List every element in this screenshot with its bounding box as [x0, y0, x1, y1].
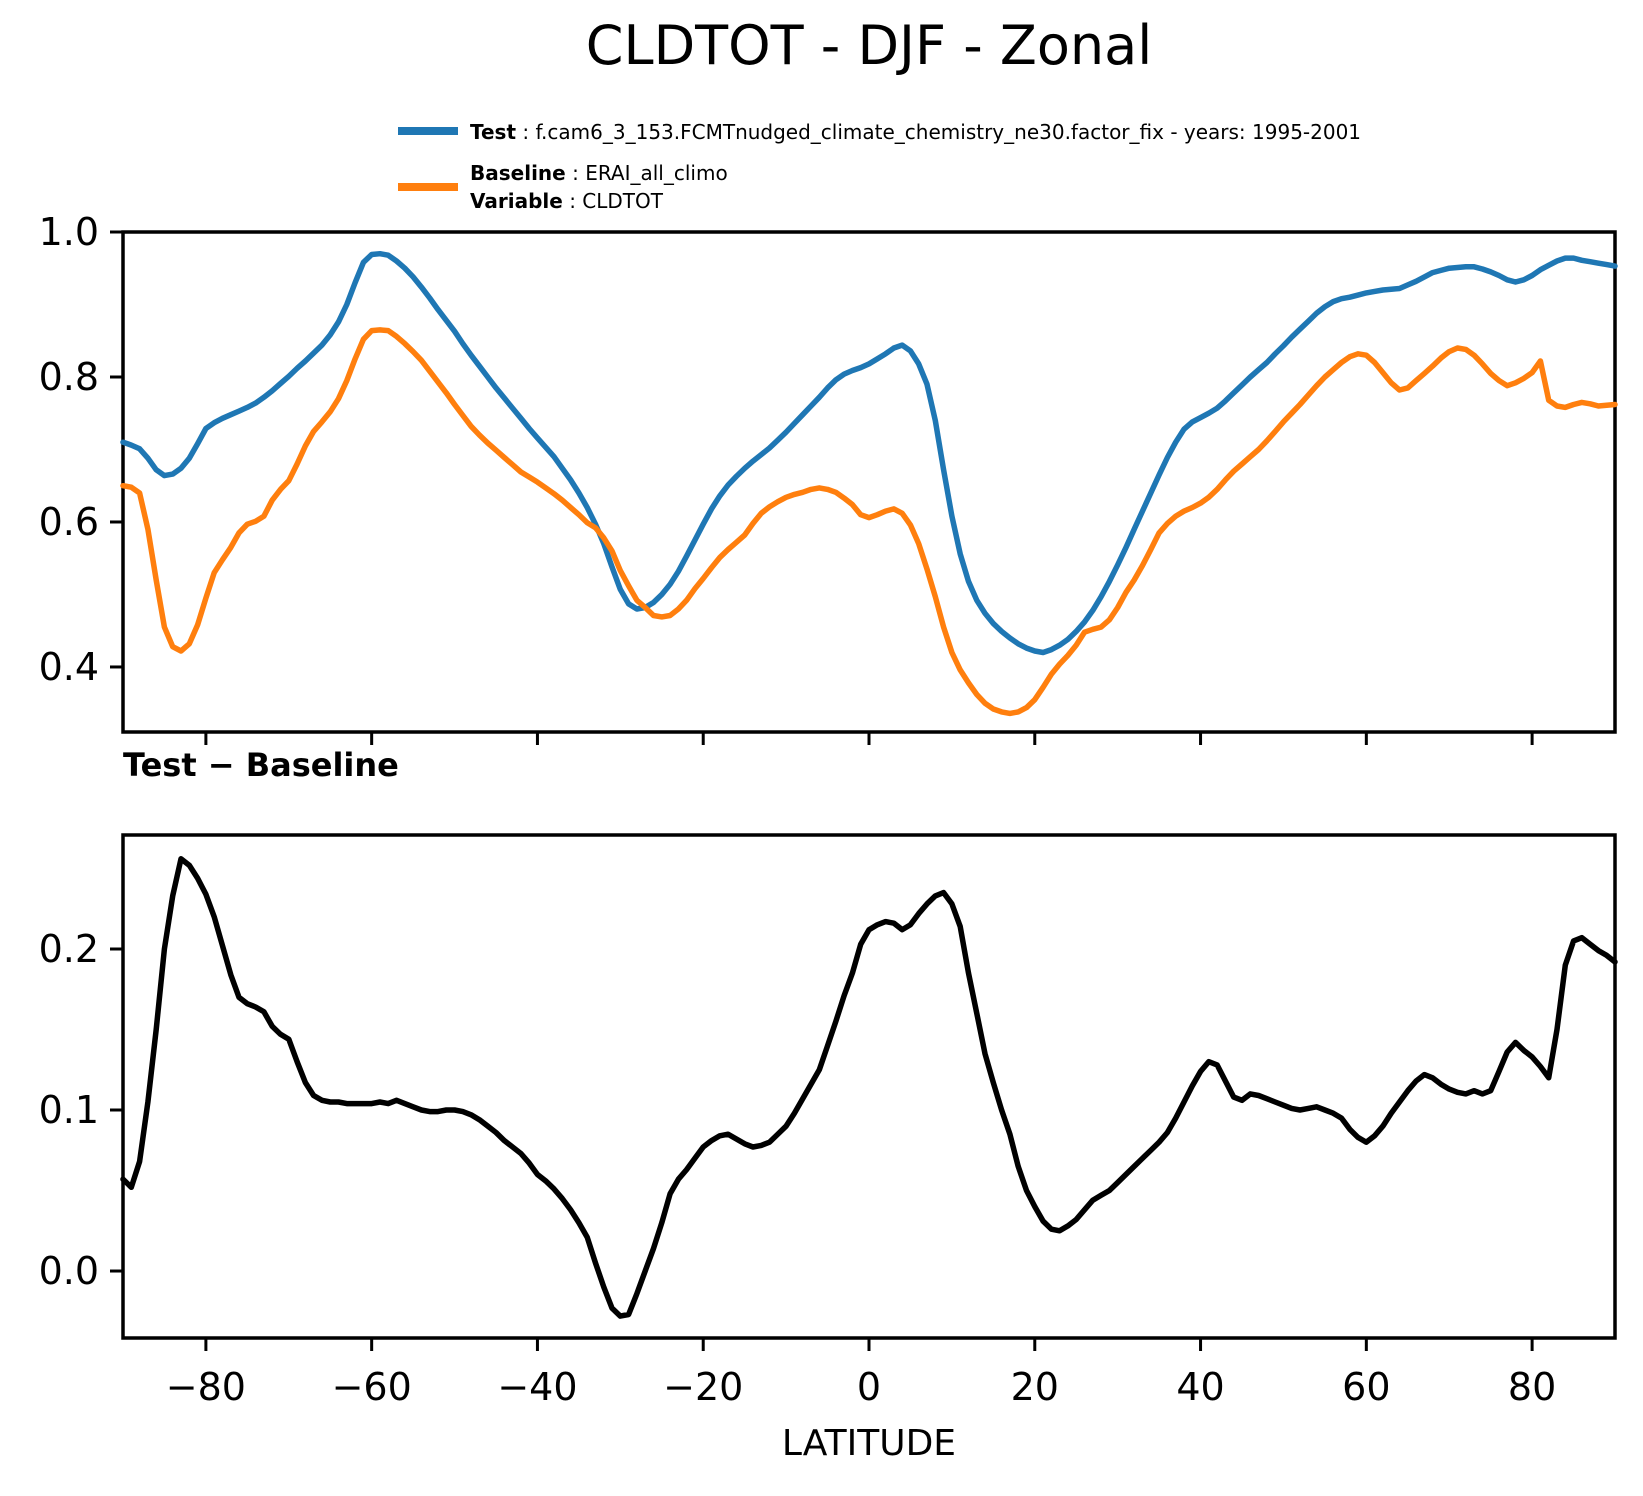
- x-tick-label: −80: [166, 1365, 246, 1409]
- legend-variable-label: Variable : CLDTOT: [470, 189, 664, 213]
- test-line: [120, 250, 1618, 656]
- top-panel: 1.0 0.8 0.6 0.4: [39, 210, 1618, 745]
- test-baseline-line: [120, 856, 1618, 1319]
- y-tick-label: 0.2: [39, 927, 99, 971]
- x-tick-label: −60: [332, 1365, 412, 1409]
- y-tick-label: 1.0: [39, 210, 99, 254]
- diff-panel: −80 −60 −40 −20 0 20 40 60 80 0.2 0.1 0.0: [39, 833, 1618, 1409]
- x-tick-label: −40: [497, 1365, 577, 1409]
- y-tick-label: 0.0: [39, 1249, 99, 1293]
- diff-panel-title: Test − Baseline: [123, 746, 399, 784]
- x-tick-label: −20: [663, 1365, 743, 1409]
- x-tick-label: 60: [1342, 1365, 1390, 1409]
- legend-baseline-label: Baseline : ERAI_all_climo: [470, 161, 728, 185]
- legend-test-label: Test : f.cam6_3_153.FCMTnudged_climate_c…: [470, 120, 1361, 144]
- x-tick-label: 40: [1176, 1365, 1224, 1409]
- page-title: CLDTOT - DJF - Zonal: [586, 14, 1152, 77]
- x-tick-label: 80: [1508, 1365, 1556, 1409]
- baseline-line: [120, 327, 1618, 717]
- y-tick-label: 0.6: [39, 500, 99, 544]
- x-tick-label: 20: [1011, 1365, 1059, 1409]
- legend: Test : f.cam6_3_153.FCMTnudged_climate_c…: [398, 120, 1361, 213]
- y-tick-label: 0.1: [39, 1088, 99, 1132]
- x-axis-label: LATITUDE: [782, 1423, 956, 1464]
- y-tick-label: 0.4: [39, 645, 99, 689]
- diff-panel-frame: [121, 833, 1617, 1340]
- x-tick-label: 0: [857, 1365, 881, 1409]
- y-tick-label: 0.8: [39, 355, 99, 399]
